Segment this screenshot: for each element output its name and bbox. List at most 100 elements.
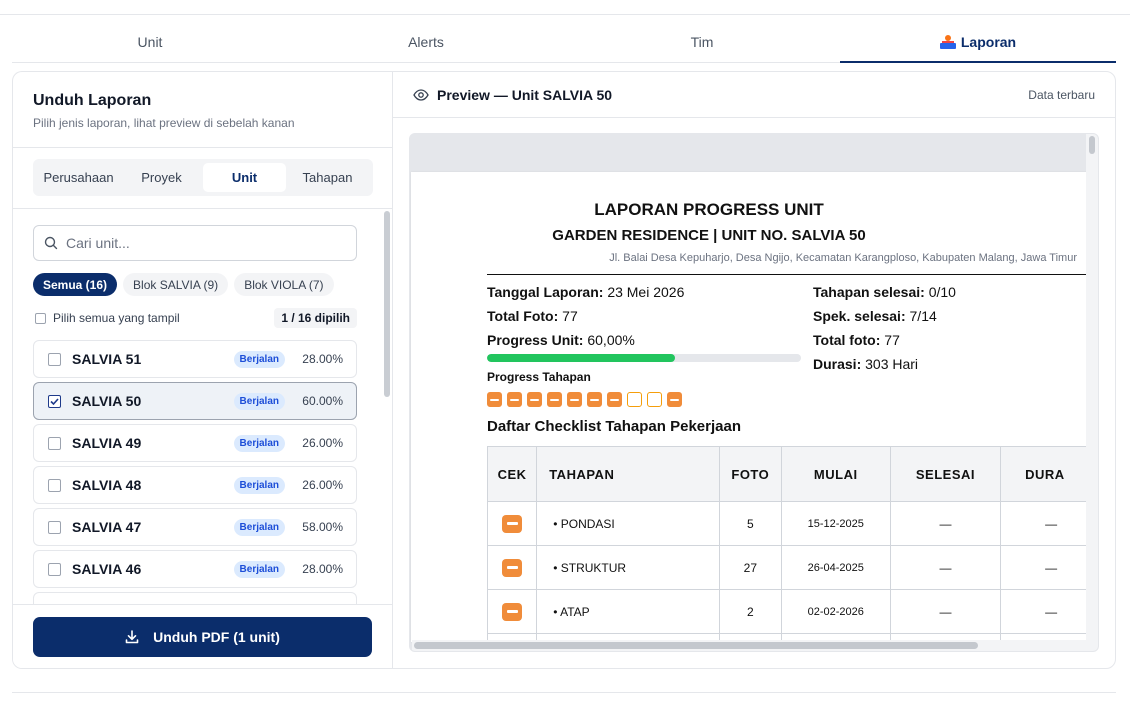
report-type-proyek[interactable]: Proyek xyxy=(141,170,182,185)
scrollbar-thumb[interactable] xyxy=(384,211,390,397)
report-type-perusahaan[interactable]: Perusahaan xyxy=(43,170,114,185)
top-divider xyxy=(0,14,1130,15)
stage-empty-icon xyxy=(647,392,662,407)
unit-row[interactable]: SALVIA 47 Berjalan 58.00% xyxy=(33,508,357,546)
doc-subtitle: GARDEN RESIDENCE | UNIT NO. SALVIA 50 xyxy=(552,227,866,244)
status-badge: Berjalan xyxy=(233,434,285,452)
unit-progress: 58.00% xyxy=(302,520,343,534)
unit-checkbox[interactable] xyxy=(48,394,61,408)
unit-row[interactable]: SALVIA 48 Berjalan 26.00% xyxy=(33,466,357,504)
download-icon xyxy=(125,630,139,644)
unit-checkbox[interactable] xyxy=(48,352,61,366)
preview-title: Preview — Unit SALVIA 50 xyxy=(437,86,613,103)
check-icon xyxy=(50,397,59,405)
progress-stages-label: Progress Tahapan xyxy=(487,370,591,384)
foto-cell: 5 xyxy=(718,501,782,546)
unit-checkbox[interactable] xyxy=(48,436,61,450)
tahapan-cell: • PONDASI xyxy=(536,501,720,546)
unit-progress: 28.00% xyxy=(302,562,343,576)
select-all-label[interactable]: Pilih semua yang tampil xyxy=(53,311,180,325)
unit-list-scrollbar[interactable] xyxy=(380,209,393,604)
tab-label: Tim xyxy=(690,34,714,50)
col-cek: CEK xyxy=(486,446,538,502)
stage-in-progress-icon xyxy=(507,392,522,407)
unit-progress: 26.00% xyxy=(302,436,343,450)
progress-bar-fill xyxy=(487,354,676,362)
preview-vertical-scrollbar[interactable] xyxy=(1086,134,1098,640)
doc-title: LAPORAN PROGRESS UNIT xyxy=(594,200,824,219)
unit-checkbox[interactable] xyxy=(48,562,61,576)
selesai-cell: — xyxy=(889,501,1002,546)
info-report-date: Tanggal Laporan: 23 Mei 2026 xyxy=(487,284,685,300)
report-selector-panel: Unduh Laporan Pilih jenis laporan, lihat… xyxy=(12,71,393,669)
tab-laporan[interactable]: Laporan xyxy=(840,22,1116,63)
col-tahapan: TAHAPAN xyxy=(536,446,720,502)
mulai-cell: 02-02-2026 xyxy=(780,589,891,634)
stage-in-progress-icon xyxy=(667,392,682,407)
filter-chip-viola[interactable]: Blok VIOLA (7) xyxy=(234,273,334,296)
select-all-checkbox[interactable] xyxy=(35,312,46,324)
info-duration: Durasi: 303 Hari xyxy=(813,356,919,372)
stage-in-progress-icon xyxy=(487,392,502,407)
col-selesai: SELESAI xyxy=(889,446,1002,502)
durasi-cell: — xyxy=(1000,589,1089,634)
tahapan-cell: • STRUKTUR xyxy=(536,545,720,590)
info-total-photo: Total Foto: 77 xyxy=(487,308,578,324)
status-badge: Berjalan xyxy=(233,476,285,494)
filter-chips: Semua (16) Blok SALVIA (9) Blok VIOLA (7… xyxy=(33,273,334,296)
unit-checkbox[interactable] xyxy=(48,478,61,492)
scrollbar-thumb[interactable] xyxy=(1089,136,1095,154)
tab-unit[interactable]: Unit xyxy=(12,22,288,62)
report-type-tahapan[interactable]: Tahapan xyxy=(302,170,353,185)
unit-row[interactable]: SALVIA 46 Berjalan 28.00% xyxy=(33,550,357,588)
tahapan-cell: • ATAP xyxy=(536,589,720,634)
download-pdf-button[interactable]: Unduh PDF (1 unit) xyxy=(33,617,372,657)
panel-header: Unduh Laporan Pilih jenis laporan, lihat… xyxy=(13,72,393,148)
unit-row[interactable]: SALVIA 49 Berjalan 26.00% xyxy=(33,424,357,462)
pdf-preview-frame[interactable]: LAPORAN PROGRESS UNIT GARDEN RESIDENCE |… xyxy=(409,133,1099,652)
doc-address: Jl. Balai Desa Kepuharjo, Desa Ngijo, Ke… xyxy=(609,252,1077,264)
search-input[interactable] xyxy=(66,235,326,251)
scrollbar-thumb[interactable] xyxy=(414,642,978,649)
tab-tim[interactable]: Tim xyxy=(564,22,840,62)
unit-name: SALVIA 50 xyxy=(72,393,142,409)
unit-name: SALVIA 51 xyxy=(72,351,142,367)
durasi-cell: — xyxy=(1000,501,1089,546)
table-row-partial xyxy=(486,633,1089,642)
filter-chip-salvia[interactable]: Blok SALVIA (9) xyxy=(123,273,229,296)
tab-alerts[interactable]: Alerts xyxy=(288,22,564,62)
col-durasi: DURA xyxy=(1000,446,1089,502)
unit-row-partial[interactable] xyxy=(33,592,357,604)
unit-checkbox[interactable] xyxy=(48,520,61,534)
panel-title: Unduh Laporan xyxy=(33,92,152,109)
cek-cell xyxy=(486,589,538,634)
stage-indicators xyxy=(487,392,682,407)
panel-subtitle: Pilih jenis laporan, lihat preview di se… xyxy=(33,116,295,130)
unit-row[interactable]: SALVIA 51 Berjalan 28.00% xyxy=(33,340,357,378)
unit-progress: 60.00% xyxy=(302,394,343,408)
info-total-foto: Total foto: 77 xyxy=(813,332,900,348)
filter-chip-all[interactable]: Semua (16) xyxy=(33,273,118,296)
select-all-row: Pilih semua yang tampil 1 / 16 dipilih xyxy=(35,308,357,328)
mulai-cell: 26-04-2025 xyxy=(780,545,891,590)
tab-label: Laporan xyxy=(960,34,1017,50)
stage-empty-icon xyxy=(627,392,642,407)
durasi-cell: — xyxy=(1000,545,1089,590)
unit-progress: 26.00% xyxy=(302,478,343,492)
stage-in-progress-icon xyxy=(587,392,602,407)
unit-name: SALVIA 48 xyxy=(72,477,142,493)
unit-row[interactable]: SALVIA 50 Berjalan 60.00% xyxy=(33,382,357,420)
foto-cell: 2 xyxy=(718,589,782,634)
reader-book-icon xyxy=(939,35,956,49)
col-foto: FOTO xyxy=(718,446,782,502)
cek-cell xyxy=(486,545,538,590)
col-mulai: MULAI xyxy=(780,446,891,502)
preview-horizontal-scrollbar[interactable] xyxy=(412,640,1098,651)
status-badge: Berjalan xyxy=(233,392,285,410)
cek-cell xyxy=(486,501,538,546)
report-type-unit[interactable]: Unit xyxy=(203,163,286,192)
unit-list: SALVIA 51 Berjalan 28.00% SALVIA 50 Berj… xyxy=(33,340,357,604)
stage-in-progress-icon xyxy=(567,392,582,407)
selesai-cell: — xyxy=(889,589,1002,634)
checklist-table: CEK TAHAPAN FOTO MULAI SELESAI DURA • PO… xyxy=(486,446,1089,642)
